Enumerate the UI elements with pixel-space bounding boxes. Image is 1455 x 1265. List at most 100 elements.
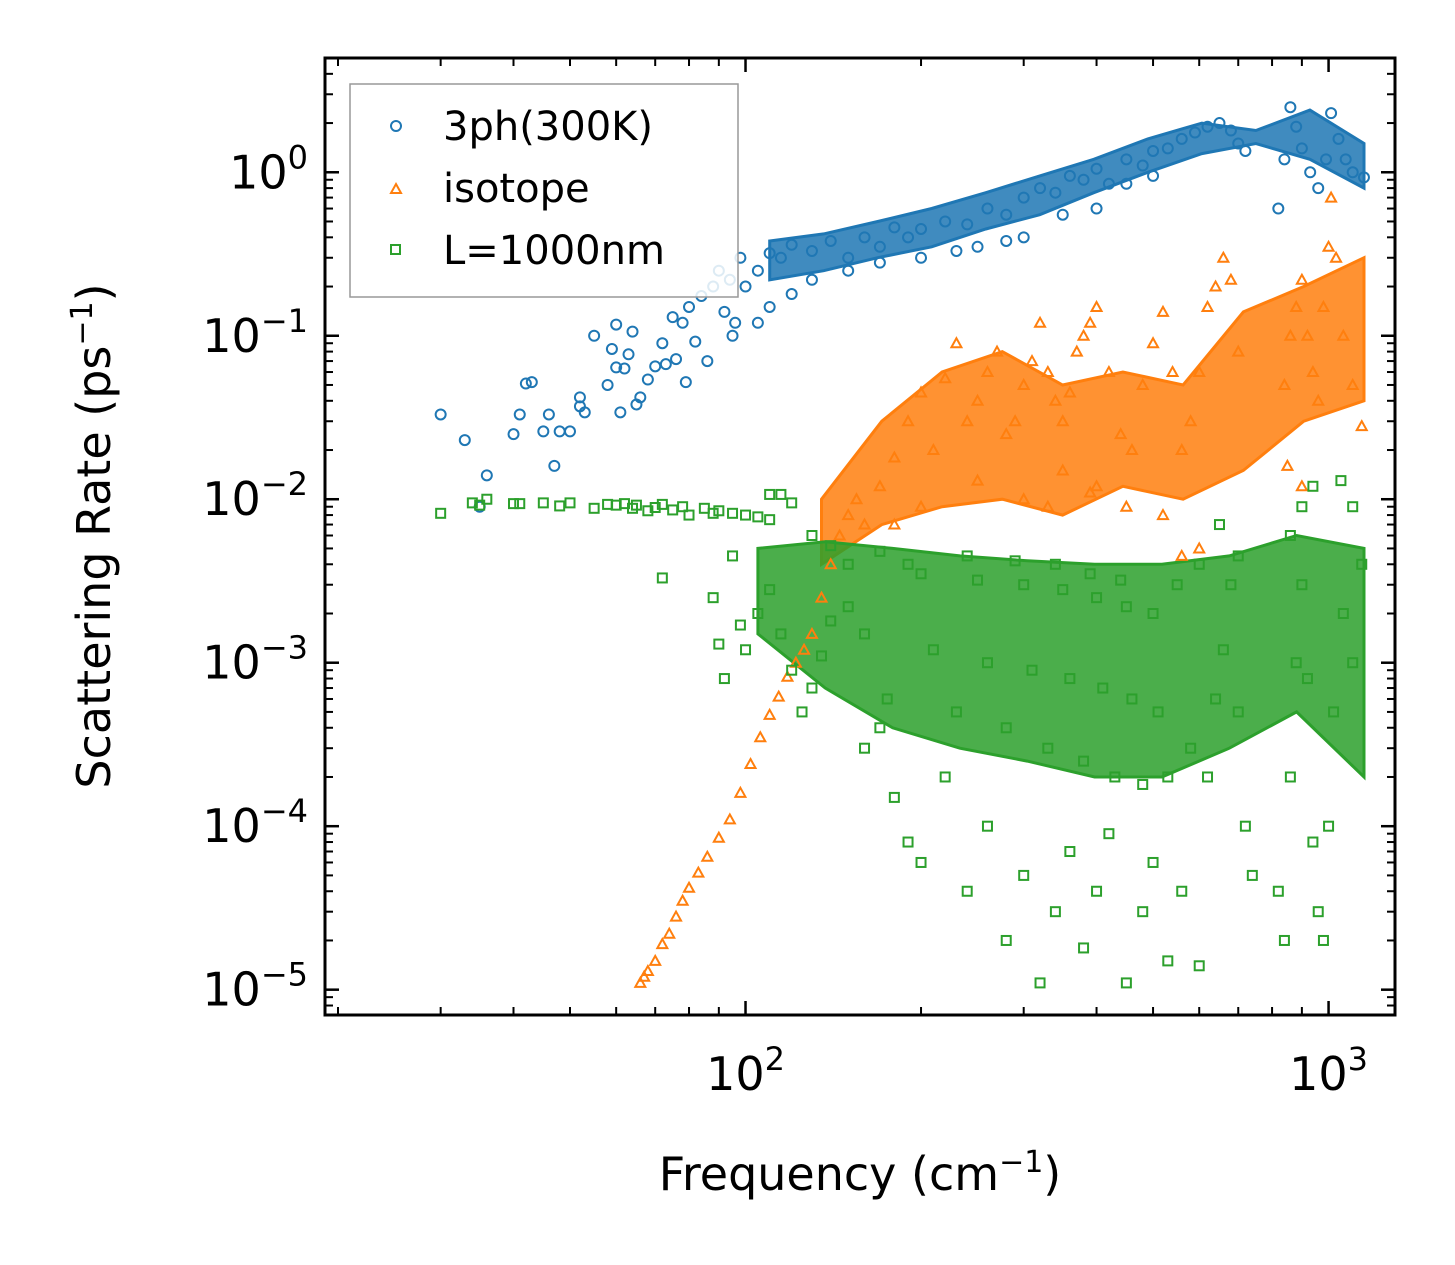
point-l-1000nm bbox=[752, 511, 764, 523]
cloud-l-1000nm bbox=[756, 533, 1366, 781]
point-isotope bbox=[926, 442, 941, 456]
point-isotope bbox=[814, 590, 829, 603]
point-isotope bbox=[1324, 190, 1338, 203]
point-l-1000nm bbox=[1337, 608, 1349, 620]
point-isotope bbox=[914, 499, 928, 512]
point-l-1000nm bbox=[752, 608, 764, 620]
point-isotope bbox=[733, 785, 748, 798]
point-isotope bbox=[970, 473, 985, 486]
point-isotope bbox=[1146, 336, 1160, 349]
point-isotope bbox=[938, 371, 952, 384]
point-3ph-300k- bbox=[605, 342, 618, 355]
point-isotope bbox=[1183, 414, 1198, 427]
point-l-1000nm bbox=[1232, 706, 1244, 718]
point-isotope bbox=[1119, 499, 1134, 512]
point-l-1000nm bbox=[537, 497, 549, 509]
point-l-1000nm bbox=[1193, 558, 1205, 570]
point-isotope bbox=[873, 479, 887, 492]
point-isotope bbox=[841, 508, 855, 521]
point-3ph-300k- bbox=[842, 251, 855, 264]
point-3ph-300k- bbox=[888, 221, 901, 234]
point-l-1000nm bbox=[734, 619, 746, 631]
point-l-1000nm bbox=[1064, 673, 1076, 685]
point-3ph-300k- bbox=[670, 353, 683, 366]
point-3ph-300k- bbox=[1090, 202, 1103, 215]
point-l-1000nm bbox=[1126, 693, 1138, 705]
point-3ph-300k- bbox=[1272, 202, 1285, 215]
point-isotope bbox=[1192, 541, 1206, 554]
legend-triangle-marker bbox=[389, 181, 403, 194]
point-isotope bbox=[1316, 299, 1331, 312]
point-isotope bbox=[723, 812, 737, 825]
point-isotope bbox=[675, 893, 690, 906]
point-isotope bbox=[1063, 385, 1077, 398]
point-3ph-300k- bbox=[915, 251, 928, 264]
point-l-1000nm bbox=[796, 706, 808, 718]
point-l-1000nm bbox=[1049, 906, 1061, 918]
point-l-1000nm bbox=[1147, 856, 1159, 868]
point-l-1000nm bbox=[1120, 977, 1132, 989]
y-tick-label: 10−4 bbox=[202, 792, 308, 853]
x-axis-label: Frequency (cm−1) bbox=[659, 1145, 1062, 1201]
point-3ph-300k- bbox=[774, 251, 787, 264]
point-l-1000nm bbox=[842, 558, 854, 570]
point-l-1000nm bbox=[786, 664, 798, 676]
point-3ph-300k- bbox=[1278, 153, 1291, 166]
point-l-1000nm bbox=[1034, 977, 1046, 989]
point-3ph-300k- bbox=[1056, 208, 1069, 221]
point-l-1000nm bbox=[466, 497, 478, 509]
point-3ph-300k- bbox=[873, 256, 886, 269]
point-l-1000nm bbox=[902, 836, 914, 848]
point-isotope bbox=[1192, 364, 1206, 378]
point-l-1000nm bbox=[1097, 682, 1109, 694]
point-isotope bbox=[1355, 419, 1369, 432]
point-3ph-300k- bbox=[981, 202, 994, 215]
point-l-1000nm bbox=[1018, 579, 1030, 591]
point-isotope bbox=[1346, 377, 1360, 390]
point-3ph-300k- bbox=[610, 318, 623, 331]
point-l-1000nm bbox=[1213, 519, 1225, 531]
point-l-1000nm bbox=[1272, 885, 1284, 897]
point-l-1000nm bbox=[939, 771, 951, 783]
point-3ph-300k- bbox=[480, 469, 493, 482]
point-isotope bbox=[824, 557, 838, 570]
point-3ph-300k- bbox=[1175, 132, 1188, 145]
point-3ph-300k- bbox=[573, 391, 586, 404]
point-isotope bbox=[1175, 548, 1189, 561]
point-isotope bbox=[914, 385, 928, 398]
point-l-1000nm bbox=[806, 682, 818, 694]
point-l-1000nm bbox=[981, 820, 993, 832]
legend-label-isotope: isotope bbox=[443, 166, 590, 212]
point-3ph-300k- bbox=[729, 316, 742, 329]
point-3ph-300k- bbox=[763, 300, 776, 313]
point-isotope bbox=[1289, 299, 1303, 312]
point-l-1000nm bbox=[508, 498, 520, 510]
point-isotope bbox=[1083, 315, 1097, 328]
point-isotope bbox=[743, 756, 758, 770]
point-isotope bbox=[1277, 377, 1292, 390]
point-isotope bbox=[1041, 499, 1055, 512]
point-isotope bbox=[780, 669, 795, 682]
point-3ph-300k- bbox=[858, 231, 871, 244]
point-l-1000nm bbox=[764, 584, 776, 596]
point-isotope bbox=[1175, 442, 1189, 456]
point-3ph-300k- bbox=[458, 434, 471, 447]
point-l-1000nm bbox=[859, 628, 871, 640]
point-l-1000nm bbox=[1328, 706, 1340, 718]
point-isotope bbox=[1321, 239, 1336, 252]
point-l-1000nm bbox=[1137, 778, 1149, 790]
point-l-1000nm bbox=[961, 885, 973, 897]
point-l-1000nm bbox=[1026, 664, 1038, 676]
point-3ph-300k- bbox=[1161, 142, 1174, 155]
point-isotope bbox=[901, 414, 915, 427]
point-l-1000nm bbox=[481, 493, 493, 505]
point-3ph-300k- bbox=[1325, 107, 1338, 120]
point-3ph-300k- bbox=[718, 305, 731, 318]
point-isotope bbox=[1280, 458, 1295, 471]
y-tick-label: 100 bbox=[229, 138, 308, 199]
point-isotope bbox=[1156, 508, 1170, 521]
point-3ph-300k- bbox=[701, 355, 714, 368]
y-tick-label: 10−3 bbox=[202, 629, 308, 690]
point-3ph-300k- bbox=[656, 337, 669, 350]
point-isotope bbox=[633, 975, 648, 988]
